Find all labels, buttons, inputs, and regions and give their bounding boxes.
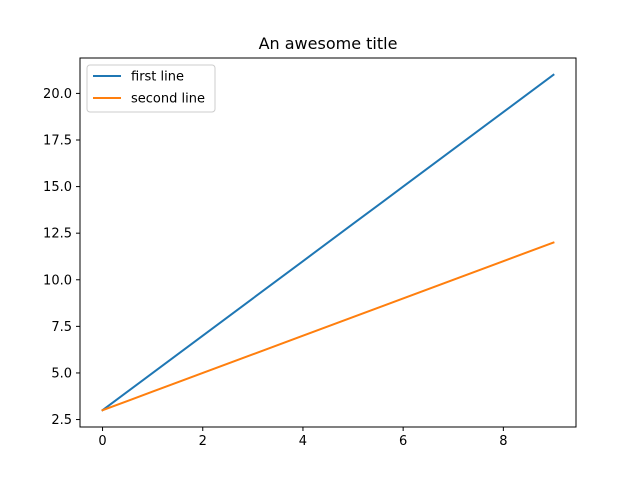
y-tick-label: 5.0 [51,366,72,381]
x-tick-label: 0 [98,434,106,449]
y-tick-label: 15.0 [43,180,72,195]
x-tick-label: 8 [499,434,507,449]
series-line-first-line [101,73,555,412]
series-line-second-line [101,241,555,412]
y-tick-label: 2.5 [51,413,72,428]
x-axis: 0 2 4 6 8 [98,427,507,449]
y-tick-label: 20.0 [43,87,72,102]
y-tick-label: 17.5 [43,134,72,149]
y-tick-label: 10.0 [43,273,72,288]
x-tick-label: 4 [299,434,307,449]
x-tick-label: 6 [399,434,407,449]
legend: first line second line [86,64,216,113]
legend-label-first-line: first line [131,70,184,85]
legend-label-second-line: second line [131,92,205,107]
series-layer [101,73,555,412]
plot-area-frame [79,57,577,428]
chart-title: An awesome title [259,34,398,53]
y-axis: 2.5 5.0 7.5 10.0 12.5 15.0 17.5 20.0 [43,87,80,428]
y-tick-label: 12.5 [43,227,72,242]
y-tick-label: 7.5 [51,320,72,335]
x-tick-label: 2 [199,434,207,449]
